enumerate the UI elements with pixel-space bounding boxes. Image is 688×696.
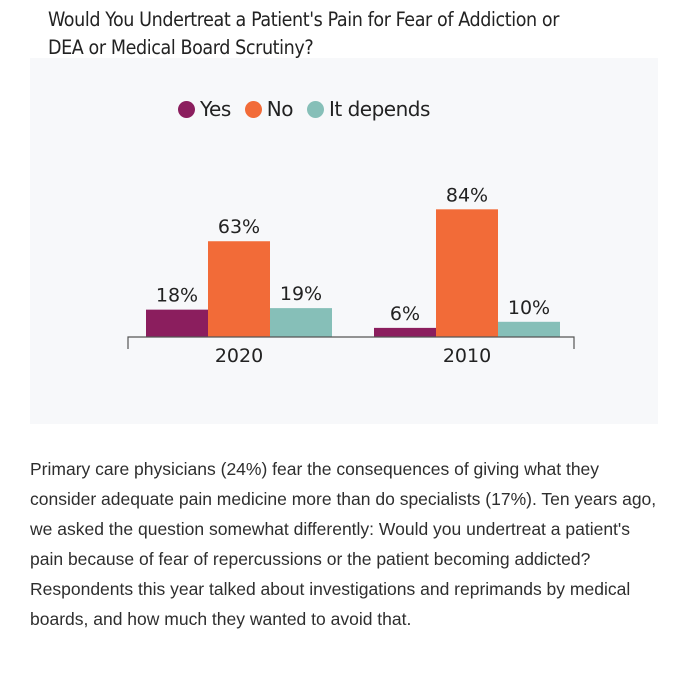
chart-legend: Yes No It depends: [178, 94, 430, 124]
x-axis-line: [127, 336, 575, 349]
chart-panel: [30, 58, 658, 424]
bar-no-2020: [208, 241, 270, 337]
legend-label-it-depends: It depends: [329, 97, 430, 121]
legend-swatch-no: [244, 100, 262, 118]
data-label-it-depends-2020: 19%: [280, 283, 322, 305]
data-label-no-2020: 63%: [218, 216, 260, 238]
legend-swatch-it-depends: [307, 100, 324, 118]
bar-chart: 18% 63% 19% 2020 6% 84% 10% 2010: [127, 184, 575, 367]
data-label-yes-2020: 18%: [156, 285, 198, 307]
bar-it-depends-2010: [498, 321, 560, 337]
legend-item-yes: Yes: [178, 97, 231, 121]
bar-no-2010: [436, 209, 498, 337]
chart-title: Would You Undertreat a Patient's Pain fo…: [48, 6, 658, 62]
chart-title-line-1: Would You Undertreat a Patient's Pain fo…: [48, 8, 560, 31]
body-text: Primary care physicians (24%) fear the c…: [30, 454, 660, 634]
x-tick-label-2020: 2020: [215, 345, 263, 367]
data-label-no-2010: 84%: [446, 184, 488, 206]
legend-item-no: No: [244, 97, 294, 121]
bar-it-depends-2020: [270, 308, 332, 337]
legend-item-it-depends: It depends: [307, 97, 430, 121]
chart-title-line-2: DEA or Medical Board Scrutiny?: [48, 36, 314, 59]
legend-label-no: No: [266, 97, 294, 121]
legend-swatch-yes: [178, 100, 195, 118]
legend-label-yes: Yes: [200, 97, 231, 121]
data-label-yes-2010: 6%: [390, 303, 420, 325]
bar-yes-2010: [374, 327, 436, 337]
x-tick-label-2010: 2010: [443, 345, 491, 367]
bar-yes-2020: [146, 309, 208, 337]
body-paragraph: Primary care physicians (24%) fear the c…: [30, 459, 657, 629]
data-label-it-depends-2010: 10%: [508, 297, 550, 319]
